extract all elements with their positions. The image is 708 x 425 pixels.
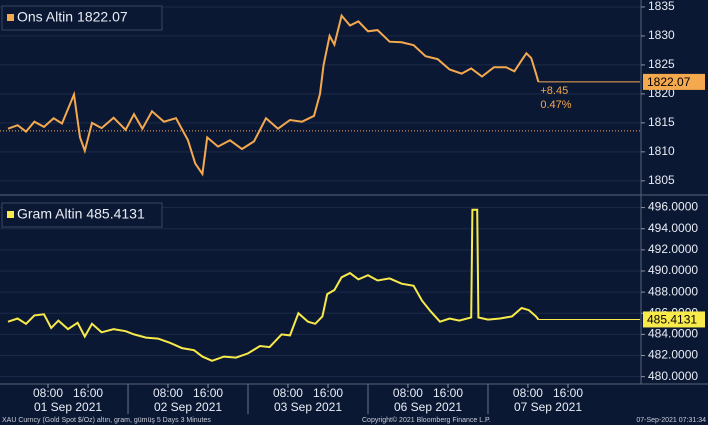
x-tick-label: 16:00 <box>553 386 583 400</box>
price-line <box>7 208 540 362</box>
x-tick-label: 08:00 <box>153 386 183 400</box>
price-line <box>7 13 540 177</box>
legend-box <box>1 5 163 31</box>
y-tick-label: 490.0000 <box>648 263 698 277</box>
y-tick-label: 492.0000 <box>648 242 698 256</box>
y-tick-label: 1815 <box>648 115 675 129</box>
x-tick-label: 16:00 <box>313 386 343 400</box>
x-date-label: 01 Sep 2021 <box>34 400 102 414</box>
x-tick-label: 16:00 <box>433 386 463 400</box>
y-tick-label: 1805 <box>648 173 675 187</box>
x-tick-label: 08:00 <box>33 386 63 400</box>
legend-swatch <box>7 211 14 218</box>
legend-swatch <box>7 14 14 21</box>
last-price-box <box>643 311 705 328</box>
legend-name: Gram Altin <box>17 206 82 222</box>
x-tick-label: 16:00 <box>73 386 103 400</box>
footer-left: XAU Curncy (Gold Spot $/Oz) altın, gram,… <box>2 417 211 424</box>
y-tick-label: 496.0000 <box>648 200 698 214</box>
x-date-label: 06 Sep 2021 <box>394 400 462 414</box>
y-tick-label: 482.0000 <box>648 348 698 362</box>
change-annotation: 0.47% <box>540 99 571 111</box>
y-tick-label: 494.0000 <box>648 221 698 235</box>
y-tick-label: 480.0000 <box>648 369 698 383</box>
y-tick-label: 488.0000 <box>648 284 698 298</box>
legend-box <box>1 202 163 228</box>
footer-right: 07-Sep-2021 07:31:34 <box>636 417 706 424</box>
x-tick-label: 16:00 <box>193 386 223 400</box>
x-date-label: 07 Sep 2021 <box>514 400 582 414</box>
y-tick-label: 484.0000 <box>648 327 698 341</box>
legend-value: 1822.07 <box>77 9 128 25</box>
y-tick-label: 1825 <box>648 57 675 71</box>
y-tick-label: 1835 <box>648 0 675 13</box>
change-annotation: +8.45 <box>540 85 568 97</box>
x-tick-label: 08:00 <box>273 386 303 400</box>
x-date-label: 02 Sep 2021 <box>154 400 222 414</box>
last-price-label: 1822.07 <box>647 75 691 89</box>
last-price-label: 485.4131 <box>647 313 697 327</box>
footer-center: Copyright© 2021 Bloomberg Finance L.P. <box>362 416 491 424</box>
x-tick-label: 08:00 <box>513 386 543 400</box>
y-tick-label: 1830 <box>648 28 675 42</box>
x-tick-label: 08:00 <box>393 386 423 400</box>
legend-name: Ons Altin <box>17 9 73 25</box>
last-price-box <box>643 73 705 90</box>
y-tick-label: 1810 <box>648 144 675 158</box>
legend-value: 485.4131 <box>86 206 145 222</box>
x-date-label: 03 Sep 2021 <box>274 400 342 414</box>
